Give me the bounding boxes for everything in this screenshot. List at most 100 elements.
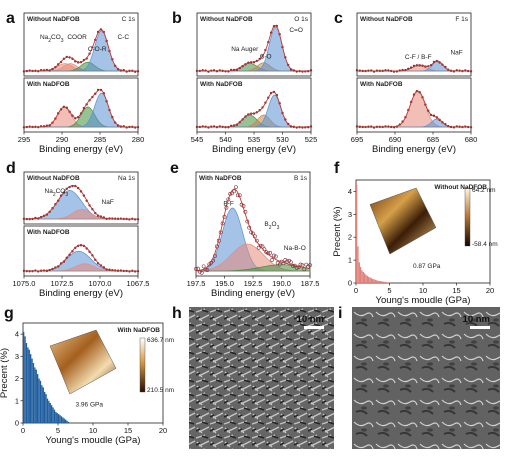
x-tick-label: 5 bbox=[56, 426, 60, 435]
sem-micrograph bbox=[189, 307, 334, 449]
data-point bbox=[256, 245, 261, 250]
histogram-bar bbox=[67, 421, 70, 423]
x-tick-label: 685 bbox=[427, 135, 440, 144]
histogram-bar bbox=[377, 280, 379, 283]
peak-annotation: B2O3 bbox=[264, 221, 279, 231]
subscript: 2 bbox=[53, 192, 56, 198]
histogram-bar bbox=[380, 281, 382, 283]
histogram-bar bbox=[372, 278, 374, 283]
histogram-bar bbox=[356, 184, 358, 283]
histogram-bar bbox=[368, 276, 370, 283]
afm-topography-image bbox=[49, 329, 117, 395]
afm-topography-image bbox=[369, 187, 437, 255]
subscript: 2 bbox=[48, 38, 51, 44]
mean-modulus-annotation: 3.96 GPa bbox=[76, 401, 104, 408]
text-run: B bbox=[264, 221, 268, 228]
histogram-bar bbox=[39, 380, 42, 423]
histogram-bar bbox=[357, 246, 359, 283]
histogram-bar bbox=[28, 349, 30, 423]
fit-envelope bbox=[24, 89, 138, 128]
peak-annotation: Na Auger bbox=[231, 46, 259, 53]
data-point bbox=[304, 262, 309, 267]
histogram-bar bbox=[32, 363, 35, 423]
xps-panel-d: Without NaDFOB Na 1s Na2CO3 NaF With NaDFOB 1… bbox=[13, 171, 150, 299]
peak-annotation: Na2CO3 bbox=[45, 188, 69, 198]
condition-label: With NaDFOB bbox=[27, 229, 70, 236]
xps-subpanel: Without NaDFOB F 1s C-F / B-F NaF bbox=[355, 12, 473, 77]
text-run: C=O bbox=[289, 27, 303, 34]
histogram-bar bbox=[370, 278, 373, 283]
fit-envelope bbox=[195, 188, 311, 272]
x-axis-title: Young's moudle (GPa) bbox=[376, 295, 471, 306]
xps-subpanel: With NaDFOB bbox=[22, 225, 140, 277]
histogram-bar bbox=[358, 262, 360, 283]
data-point bbox=[270, 258, 274, 262]
y-tick-label: 0 bbox=[15, 419, 19, 428]
histogram-bar bbox=[384, 281, 386, 283]
y-tick-label: 3 bbox=[348, 210, 352, 219]
condition-label: With NaDFOB bbox=[199, 175, 242, 182]
core-level-title: F 1s bbox=[455, 16, 468, 23]
x-tick-label: 1070.0 bbox=[89, 279, 112, 288]
histogram-bar bbox=[381, 281, 383, 283]
histogram-bar bbox=[361, 270, 363, 283]
x-tick-label: 0 bbox=[354, 286, 358, 295]
peak-annotation: C=O bbox=[289, 27, 303, 34]
histogram-bar bbox=[42, 387, 44, 423]
mean-modulus-annotation: 0.87 GPa bbox=[413, 263, 441, 270]
x-tick-label: 197.5 bbox=[187, 279, 206, 288]
histogram-bar bbox=[63, 418, 65, 423]
x-tick-label: 15 bbox=[124, 426, 132, 435]
y-tick-label: 0 bbox=[348, 279, 352, 288]
data-point bbox=[205, 268, 210, 273]
peak-annotation: C-O-R bbox=[88, 46, 107, 53]
condition-label: Without NaDFOB bbox=[27, 16, 80, 23]
y-tick-label: 2 bbox=[348, 233, 352, 242]
x-axis-title: Binding energy (eV) bbox=[372, 144, 456, 155]
peak-annotation: C-O bbox=[260, 53, 272, 60]
fit-envelope bbox=[197, 91, 311, 128]
text-run: NaF bbox=[450, 50, 462, 57]
text-run: COOR bbox=[67, 34, 87, 41]
scale-bar-label: 10 nm bbox=[297, 314, 324, 325]
histogram-bar bbox=[62, 417, 64, 423]
sem-micrograph bbox=[352, 307, 500, 449]
histogram-bar bbox=[34, 367, 36, 423]
x-tick-label: 290 bbox=[56, 135, 69, 144]
histogram-bar bbox=[60, 416, 63, 423]
data-point bbox=[298, 262, 303, 267]
data-point bbox=[273, 254, 278, 259]
x-tick-label: 1072.5 bbox=[51, 279, 74, 288]
histogram-bar bbox=[56, 413, 58, 423]
text-run: Na Auger bbox=[231, 46, 259, 53]
text-run: C-C bbox=[117, 34, 129, 41]
panel-label-i: i bbox=[338, 305, 342, 322]
histogram-bar bbox=[25, 343, 28, 423]
x-tick-label: 1067.5 bbox=[127, 279, 150, 288]
condition-label: Without NaDFOB bbox=[360, 16, 413, 23]
histogram-bar bbox=[366, 275, 368, 283]
fit-envelope bbox=[24, 29, 138, 72]
y-tick-label: 2 bbox=[15, 374, 19, 383]
x-tick-label: 540 bbox=[219, 135, 232, 144]
condition-label: Without NaDFOB bbox=[27, 175, 80, 182]
x-tick-label: 295 bbox=[18, 135, 31, 144]
x-tick-label: 5 bbox=[387, 286, 391, 295]
data-point bbox=[264, 250, 269, 255]
data-point bbox=[289, 260, 293, 265]
panel-label-f: f bbox=[334, 160, 340, 177]
text-run: Na bbox=[45, 188, 54, 195]
subscript: 3 bbox=[65, 192, 68, 198]
y-axis-title: Precent (%) bbox=[332, 206, 343, 256]
x-tick-label: 680 bbox=[465, 135, 478, 144]
panel-label-b: b bbox=[172, 10, 182, 27]
histogram-bar bbox=[44, 391, 46, 423]
peak-annotation: COOR bbox=[67, 34, 87, 41]
xps-subpanel: With NaDFOB bbox=[22, 77, 140, 133]
height-colorbar bbox=[464, 187, 471, 247]
